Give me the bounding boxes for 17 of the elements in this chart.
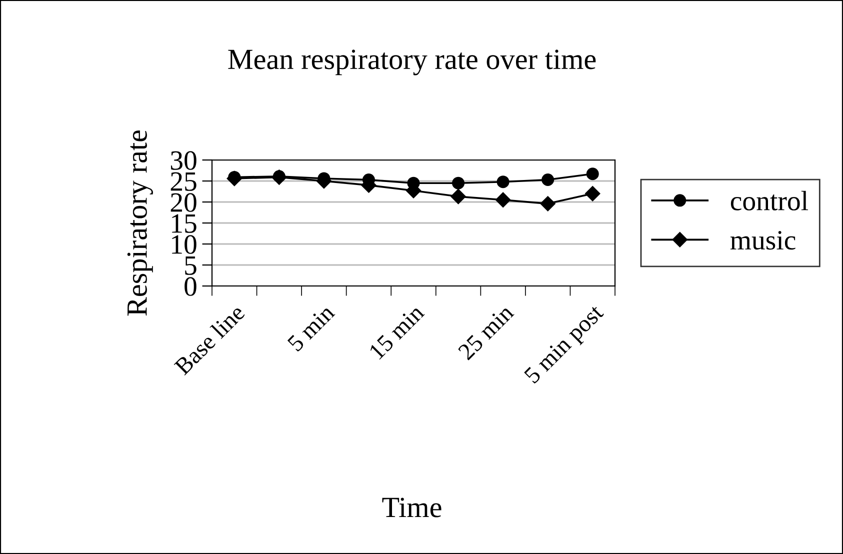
y-tick-label: 0: [184, 277, 196, 296]
x-tick-label: 25 min: [457, 303, 515, 361]
x-tick-label: 15 min: [368, 303, 425, 360]
y-tick-label: 20: [170, 193, 196, 212]
y-tick-label: 5: [185, 256, 196, 275]
x-tick-label: Base line: [173, 303, 246, 376]
chart-title: Mean respiratory rate over time: [228, 50, 596, 76]
x-axis-title: Time: [382, 498, 442, 518]
y-tick-label: 15: [172, 214, 196, 233]
y-tick-label: 10: [172, 235, 196, 254]
legend-label: control: [730, 190, 808, 210]
x-tick-label: 5 min: [286, 303, 336, 352]
legend-label: music: [730, 230, 796, 250]
y-tick-label: 25: [170, 172, 196, 191]
y-axis-title: Respiratory rate: [127, 130, 153, 316]
y-tick-label: 30: [170, 151, 196, 170]
x-tick-label: 5 min post: [524, 303, 608, 388]
